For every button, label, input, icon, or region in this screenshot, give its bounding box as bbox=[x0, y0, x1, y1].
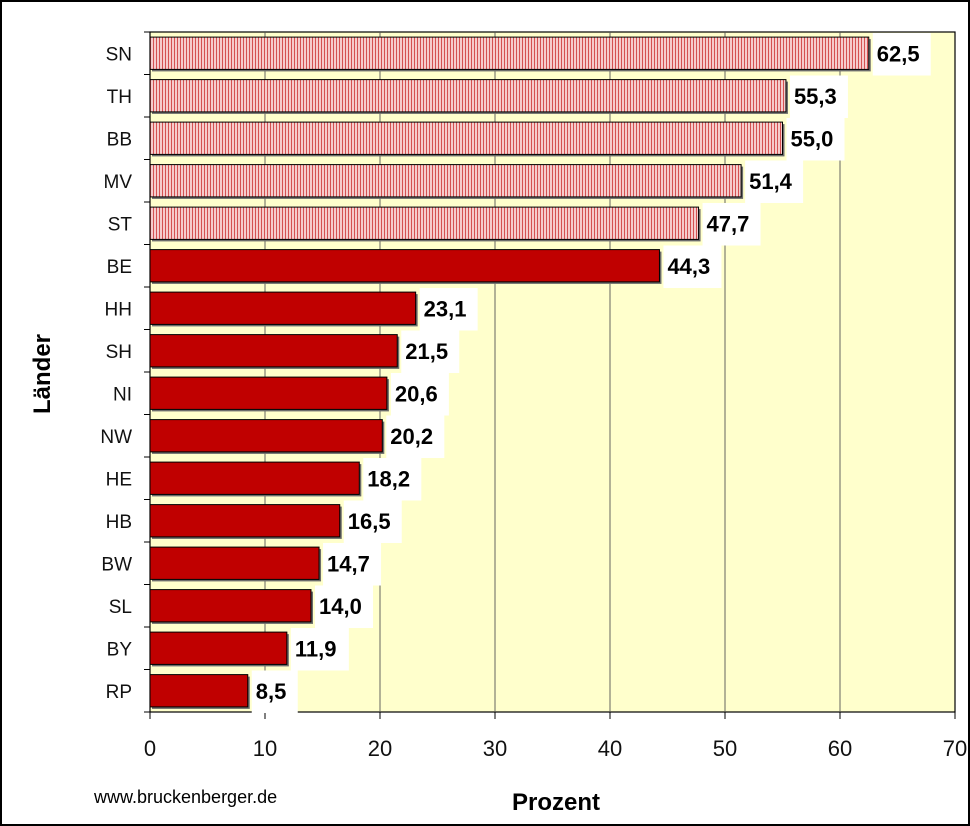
bar-ni bbox=[149, 376, 388, 410]
category-label-st: ST bbox=[108, 214, 133, 235]
bar-sh bbox=[149, 334, 398, 368]
value-label-sh: 21,5 bbox=[405, 339, 448, 364]
bar-hb bbox=[149, 504, 341, 538]
bar-bb bbox=[149, 121, 783, 155]
category-label-be: BE bbox=[107, 257, 132, 278]
bar-st bbox=[149, 206, 700, 240]
category-label-rp: RP bbox=[106, 682, 132, 703]
value-label-bg bbox=[663, 245, 722, 288]
category-label-ni: NI bbox=[113, 384, 132, 405]
bar-mv bbox=[149, 164, 742, 198]
x-tick-label: 0 bbox=[144, 736, 156, 761]
value-label-mv: 51,4 bbox=[749, 169, 793, 194]
x-tick-label: 50 bbox=[713, 736, 737, 761]
value-label-st: 47,7 bbox=[707, 211, 750, 236]
x-tick-label: 60 bbox=[828, 736, 852, 761]
category-label-by: BY bbox=[107, 639, 133, 660]
value-label-sl: 14,0 bbox=[319, 594, 362, 619]
value-label-bg bbox=[702, 203, 761, 246]
bar-th bbox=[149, 79, 787, 113]
category-label-hh: HH bbox=[105, 299, 132, 320]
value-label-hb: 16,5 bbox=[348, 509, 391, 534]
x-tick-label: 40 bbox=[598, 736, 622, 761]
category-label-mv: MV bbox=[104, 172, 133, 193]
bar-by bbox=[149, 631, 288, 665]
x-tick-label: 10 bbox=[253, 736, 277, 761]
bar-hh bbox=[149, 291, 417, 325]
x-tick-label: 70 bbox=[943, 736, 967, 761]
category-label-sh: SH bbox=[106, 342, 132, 363]
value-label-th: 55,3 bbox=[794, 84, 837, 109]
value-label-bg bbox=[323, 543, 382, 586]
x-tick-label: 20 bbox=[368, 736, 392, 761]
value-label-be: 44,3 bbox=[667, 254, 710, 279]
bar-nw bbox=[149, 419, 383, 453]
value-label-ni: 20,6 bbox=[395, 381, 438, 406]
credit-text: www.bruckenberger.de bbox=[93, 787, 277, 807]
category-label-hb: HB bbox=[106, 512, 132, 533]
value-label-bg bbox=[315, 585, 373, 628]
y-axis-title: Länder bbox=[29, 334, 56, 414]
value-label-bg bbox=[789, 75, 848, 118]
bar-bw bbox=[149, 546, 320, 580]
value-label-bg bbox=[290, 628, 349, 671]
category-label-he: HE bbox=[106, 469, 132, 490]
bar-be bbox=[149, 249, 660, 283]
value-label-bg bbox=[251, 670, 298, 713]
x-tick-labels: 0 10 20 30 40 50 60 70 bbox=[144, 736, 967, 761]
value-label-rp: 8,5 bbox=[256, 679, 287, 704]
value-label-bw: 14,7 bbox=[327, 551, 370, 576]
category-labels: SN TH BB MV ST BE HH SH NI NW HE HB BW SL BY RP bbox=[100, 44, 132, 703]
value-label-nw: 20,2 bbox=[390, 424, 433, 449]
value-label-bg bbox=[390, 373, 449, 416]
category-label-bb: BB bbox=[107, 129, 132, 150]
value-label-bg bbox=[745, 160, 804, 203]
bar-sl bbox=[149, 589, 312, 623]
value-label-bg bbox=[363, 458, 422, 501]
value-label-by: 11,9 bbox=[295, 636, 337, 661]
category-label-sn: SN bbox=[106, 44, 132, 65]
value-label-bg bbox=[401, 330, 460, 373]
value-labels: 62,5 55,3 55,0 51,4 47,7 44,3 23,1 21,5 20,6 20,2… bbox=[251, 33, 931, 713]
value-label-bg bbox=[786, 118, 845, 161]
category-label-nw: NW bbox=[100, 427, 132, 448]
value-label-bg bbox=[386, 415, 445, 458]
category-label-bw: BW bbox=[101, 554, 132, 575]
x-axis-title: Prozent bbox=[512, 789, 600, 816]
value-label-bg bbox=[343, 500, 402, 543]
value-label-he: 18,2 bbox=[367, 466, 410, 491]
value-label-bb: 55,0 bbox=[791, 126, 834, 151]
bar-he bbox=[149, 461, 360, 495]
bars bbox=[149, 36, 871, 709]
category-label-th: TH bbox=[107, 87, 132, 108]
bar-rp bbox=[149, 674, 249, 708]
value-label-bg bbox=[419, 288, 478, 331]
value-label-hh: 23,1 bbox=[424, 296, 467, 321]
x-tick-label: 30 bbox=[483, 736, 507, 761]
value-label-bg bbox=[872, 33, 931, 76]
category-label-sl: SL bbox=[109, 597, 132, 618]
value-label-sn: 62,5 bbox=[877, 41, 920, 66]
bar-sn bbox=[149, 36, 870, 70]
